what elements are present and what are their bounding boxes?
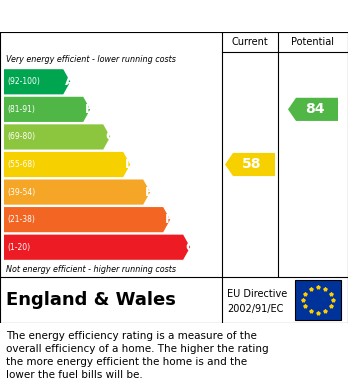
Text: E: E [145, 186, 154, 199]
Polygon shape [4, 152, 130, 177]
Polygon shape [4, 124, 110, 149]
Polygon shape [4, 97, 90, 122]
Text: the more energy efficient the home is and the: the more energy efficient the home is an… [6, 357, 247, 367]
Text: Very energy efficient - lower running costs: Very energy efficient - lower running co… [6, 56, 176, 65]
Text: (1-20): (1-20) [7, 243, 30, 252]
Text: (21-38): (21-38) [7, 215, 35, 224]
Text: F: F [165, 213, 174, 226]
Text: Not energy efficient - higher running costs: Not energy efficient - higher running co… [6, 264, 176, 273]
Text: 2002/91/EC: 2002/91/EC [227, 304, 283, 314]
Text: Current: Current [232, 37, 268, 47]
Text: D: D [125, 158, 135, 171]
Text: A: A [65, 75, 75, 88]
Text: Potential: Potential [292, 37, 334, 47]
Text: (39-54): (39-54) [7, 188, 35, 197]
Polygon shape [4, 179, 150, 204]
Text: (69-80): (69-80) [7, 133, 35, 142]
Text: 84: 84 [305, 102, 325, 117]
Text: (81-91): (81-91) [7, 105, 35, 114]
Polygon shape [288, 98, 338, 121]
Text: 58: 58 [242, 158, 262, 172]
Text: lower the fuel bills will be.: lower the fuel bills will be. [6, 370, 143, 380]
Text: overall efficiency of a home. The higher the rating: overall efficiency of a home. The higher… [6, 344, 269, 354]
Bar [295, 280, 341, 320]
Text: C: C [105, 131, 114, 143]
Text: Energy Efficiency Rating: Energy Efficiency Rating [8, 9, 218, 23]
Polygon shape [225, 153, 275, 176]
Text: England & Wales: England & Wales [6, 291, 176, 309]
Polygon shape [4, 69, 70, 94]
Text: EU Directive: EU Directive [227, 289, 287, 300]
Text: (55-68): (55-68) [7, 160, 35, 169]
Text: (92-100): (92-100) [7, 77, 40, 86]
Text: B: B [85, 103, 95, 116]
Polygon shape [4, 207, 170, 232]
Text: G: G [185, 241, 195, 254]
Text: The energy efficiency rating is a measure of the: The energy efficiency rating is a measur… [6, 331, 257, 341]
Polygon shape [4, 235, 190, 260]
